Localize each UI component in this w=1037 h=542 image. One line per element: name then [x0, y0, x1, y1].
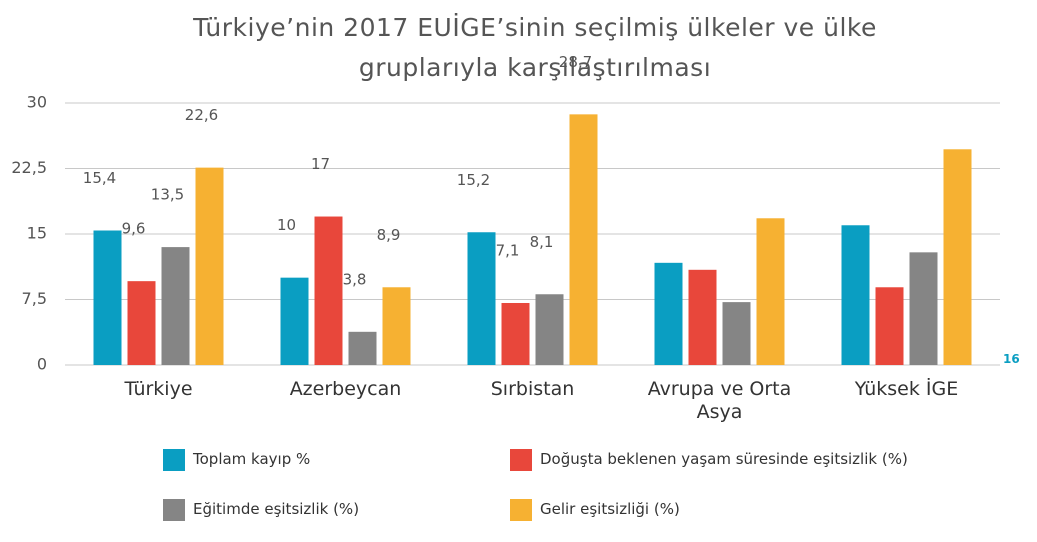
value-label: 17 [311, 155, 330, 173]
bar [943, 149, 972, 365]
bar [382, 287, 411, 365]
bar [535, 294, 564, 365]
value-label: 9,6 [122, 220, 146, 238]
y-tick-label: 22,5 [11, 158, 47, 177]
bar [841, 225, 870, 365]
legend-swatch [510, 499, 532, 521]
value-label: 22,6 [185, 106, 218, 124]
bar [756, 218, 785, 365]
x-tick-label: Yüksek İGE [854, 378, 959, 400]
bar [467, 232, 496, 365]
bar [569, 114, 598, 365]
legend-swatch [510, 449, 532, 471]
value-label: 8,9 [377, 226, 401, 244]
legend-label: Doğuşta beklenen yaşam süresinde eşitsiz… [540, 450, 908, 468]
bar [161, 247, 190, 365]
bar [722, 302, 751, 365]
bar [875, 287, 904, 365]
value-label: 28,7 [559, 53, 592, 71]
bar [195, 167, 224, 365]
bar [654, 262, 683, 365]
value-label: 13,5 [151, 186, 184, 204]
bar [348, 331, 377, 365]
bar [501, 302, 530, 365]
value-label: 10 [277, 216, 296, 234]
legend-label: Eğitimde eşitsizlik (%) [193, 500, 360, 518]
page-number: 16 [1003, 352, 1020, 366]
value-label: 15,4 [83, 169, 116, 187]
bar [688, 269, 717, 365]
legend-label: Toplam kayıp % [193, 450, 311, 468]
x-tick-label: Azerbeycan [289, 378, 402, 400]
x-tick-label: Sırbistan [490, 378, 575, 400]
bar [280, 277, 309, 365]
x-tick-label: Türkiye [124, 378, 193, 400]
value-label: 7,1 [496, 241, 520, 259]
legend-label: Gelir eşitsizliği (%) [540, 500, 680, 518]
bar [314, 216, 343, 365]
y-tick-label: 15 [27, 224, 47, 243]
value-label: 8,1 [530, 233, 554, 251]
bar [909, 252, 938, 365]
bar [127, 281, 156, 365]
legend-swatch [163, 499, 185, 521]
value-label: 3,8 [343, 270, 367, 288]
y-tick-label: 0 [37, 355, 47, 374]
y-tick-label: 7,5 [22, 289, 47, 308]
legend-swatch [163, 449, 185, 471]
x-tick-label: Avrupa ve Orta Asya [647, 378, 792, 423]
value-label: 15,2 [457, 171, 490, 189]
y-tick-label: 30 [27, 93, 47, 112]
chart-title: Türkiye’nin 2017 EUİGE’sinin seçilmiş ül… [193, 13, 877, 82]
bar [93, 230, 122, 365]
